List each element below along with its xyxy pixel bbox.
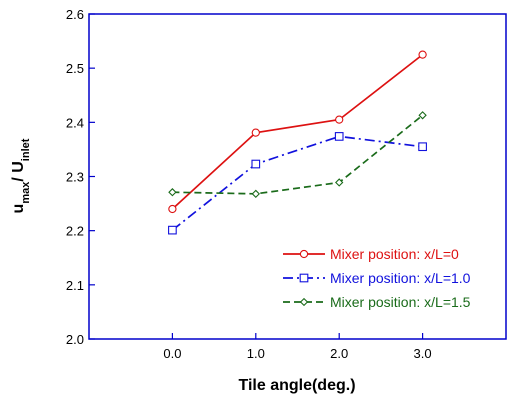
y-axis-title-sub-1: max [20, 181, 32, 204]
y-tick-label: 2.1 [66, 278, 84, 293]
y-tick-label: 2.5 [66, 61, 84, 76]
legend-label: Mixer position: x/L=1.5 [330, 294, 471, 310]
series-layer [168, 50, 427, 235]
y-tick-label: 2.2 [66, 224, 84, 239]
data-point [251, 128, 260, 137]
data-point [418, 50, 427, 59]
legend: Mixer position: x/L=0 Mixer position: x/L… [283, 246, 471, 310]
x-axis-title: Tile angle(deg.) [238, 377, 355, 394]
legend-label: Mixer position: x/L=0 [330, 246, 459, 262]
x-tick-label: 3.0 [414, 346, 432, 361]
y-tick-label: 2.6 [66, 7, 84, 22]
data-point [335, 115, 344, 124]
legend-marker [299, 297, 309, 307]
y-axis-title-sub-2: inlet [20, 138, 32, 161]
plot-area [88, 13, 507, 340]
data-point [334, 132, 344, 141]
y-axis-title-main-1: u [10, 204, 27, 214]
data-point [168, 225, 177, 235]
x-tick-label: 2.0 [330, 346, 348, 361]
data-point [418, 142, 427, 152]
series-2 [168, 132, 427, 235]
x-tick-label: 0.0 [163, 346, 181, 361]
series-3 [168, 111, 427, 199]
series-1 [168, 50, 427, 214]
data-point [335, 178, 344, 187]
x-tick-label: 1.0 [247, 346, 265, 361]
legend-marker [299, 249, 309, 259]
data-point [168, 204, 177, 214]
y-tick-label: 2.3 [66, 170, 84, 185]
data-point [418, 111, 427, 120]
series-line [172, 114, 424, 195]
x-axis: 0.0 1.0 2.0 3.0 [163, 333, 432, 361]
data-point [168, 188, 177, 197]
data-point [251, 189, 260, 199]
y-axis-title-main-2: / U [10, 161, 27, 181]
legend-marker [299, 273, 309, 283]
y-tick-label: 2.4 [66, 115, 84, 130]
y-axis: 2.0 2.1 2.2 2.3 2.4 2.5 2.6 [66, 7, 95, 347]
y-tick-label: 2.0 [66, 332, 84, 347]
legend-label: Mixer position: x/L=1.0 [330, 270, 471, 286]
series-line [171, 53, 424, 210]
y-axis-title: umax/ Uinlet [10, 138, 32, 213]
data-point [251, 159, 261, 169]
